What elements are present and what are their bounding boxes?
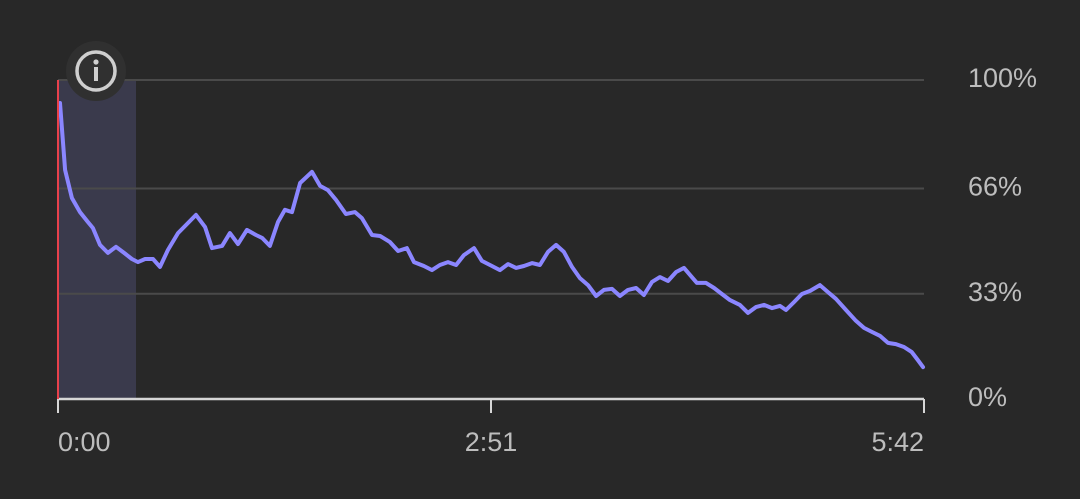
x-tick-label: 2:51 (465, 427, 518, 457)
y-tick-label: 0% (968, 382, 1007, 412)
x-tick-label: 0:00 (58, 427, 111, 457)
plot-area: 0% 33% 66% 100% 0:00 2:51 5:42 (57, 63, 1037, 457)
y-tick-label: 33% (968, 277, 1022, 307)
y-tick-label: 66% (968, 172, 1022, 202)
y-tick-label: 100% (968, 63, 1037, 93)
x-tick-label: 5:42 (871, 427, 924, 457)
retention-line (58, 101, 925, 370)
info-icon[interactable] (66, 41, 126, 101)
